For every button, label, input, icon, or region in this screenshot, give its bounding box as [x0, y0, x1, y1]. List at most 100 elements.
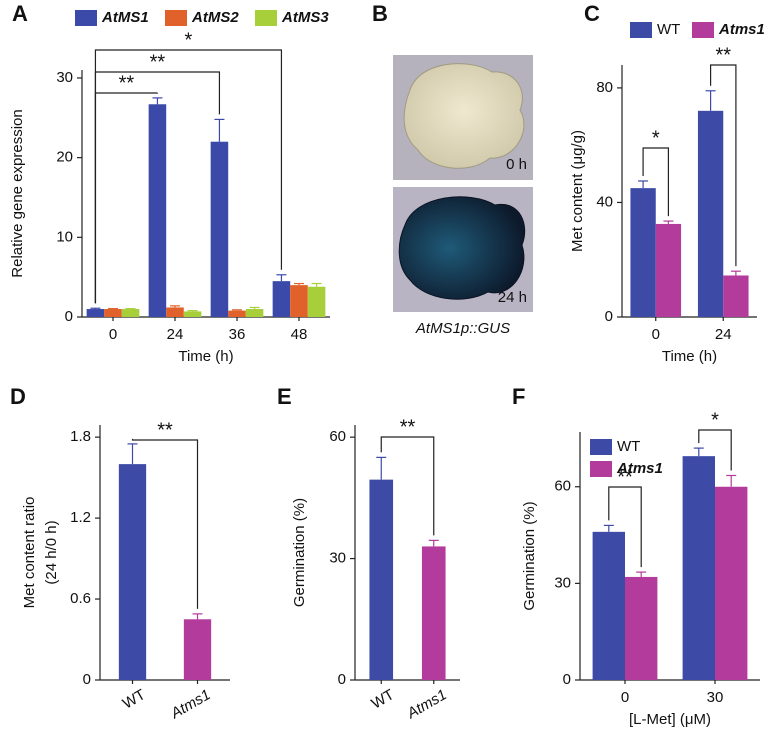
bar: [630, 188, 656, 317]
bar: [118, 464, 147, 680]
image-label: 24 h: [498, 289, 527, 306]
significance-label: *: [185, 29, 193, 51]
bar: [715, 486, 748, 680]
legend-swatch: [692, 22, 714, 38]
legend-label: AtMS3: [281, 9, 329, 26]
y-axis-title: Germination (%): [521, 501, 538, 610]
error-bar: [638, 180, 649, 189]
image-caption: AtMS1p::GUS: [415, 320, 510, 337]
legend-label: AtMS2: [191, 9, 239, 26]
bar: [723, 275, 749, 317]
image-label: 0 h: [506, 156, 527, 173]
error-bar: [276, 274, 287, 282]
y-tick-label: 30: [329, 550, 346, 567]
significance-bracket: [94, 92, 159, 304]
significance-label: **: [119, 72, 135, 94]
legend-swatch: [165, 10, 187, 26]
bar: [682, 456, 715, 680]
significance-label: *: [652, 127, 660, 149]
error-bar: [187, 310, 198, 312]
y-tick-label: 1.8: [70, 428, 91, 445]
x-axis-title: Time (h): [178, 348, 233, 365]
x-axis-title: [L-Met] (μM): [629, 711, 711, 728]
legend-swatch: [630, 22, 652, 38]
error-bar: [311, 282, 322, 287]
significance-bracket: [698, 429, 732, 471]
bar: [210, 141, 229, 317]
bar: [369, 479, 394, 680]
panel-label: A: [12, 1, 28, 26]
y-axis-title: Met content ratio: [21, 497, 38, 609]
legend-swatch: [255, 10, 277, 26]
embryo: [398, 196, 526, 300]
y-tick-label: 0: [563, 671, 571, 688]
significance-label: **: [150, 51, 166, 73]
x-tick-label: 0: [109, 326, 117, 343]
y-tick-label: 1.2: [70, 509, 91, 526]
y-tick-label: 0: [83, 671, 91, 688]
bar: [655, 223, 682, 317]
bar: [228, 310, 246, 317]
error-bar: [214, 118, 225, 142]
legend-swatch: [590, 461, 612, 477]
significance-label: **: [715, 44, 731, 66]
x-tick-label: Atms1: [167, 686, 213, 722]
error-bar: [192, 613, 203, 620]
panel-label: D: [10, 384, 26, 409]
bar: [121, 309, 140, 317]
bar: [421, 546, 446, 680]
embryo: [403, 63, 525, 169]
y-tick-label: 60: [329, 428, 346, 445]
bar: [245, 309, 264, 317]
bar: [592, 531, 625, 680]
significance-bracket: [94, 49, 283, 304]
legend-swatch: [590, 439, 612, 455]
bar: [148, 104, 167, 317]
legend-label: WT: [617, 438, 640, 455]
y-tick-label: 0: [338, 671, 346, 688]
y-tick-label: 20: [56, 149, 73, 166]
x-tick-label: 30: [707, 689, 724, 706]
bar: [625, 576, 658, 680]
significance-label: *: [711, 409, 719, 431]
error-bar: [170, 305, 180, 308]
y-tick-label: 10: [56, 228, 73, 245]
bar: [290, 285, 308, 317]
error-bar: [693, 447, 704, 457]
bar: [104, 309, 122, 317]
legend-label: Atms1: [718, 21, 765, 38]
y-tick-label: 0: [65, 308, 73, 325]
y-tick-label: 80: [596, 79, 613, 96]
bar: [86, 309, 105, 317]
error-bar: [249, 306, 260, 310]
significance-label: **: [617, 466, 633, 488]
error-bar: [705, 90, 716, 111]
significance-label: **: [400, 416, 416, 438]
x-tick-label: WT: [120, 686, 149, 712]
significance-label: **: [157, 419, 173, 441]
x-tick-label: 36: [229, 326, 246, 343]
legend-label: Atms1: [616, 460, 663, 477]
panel-label: C: [584, 1, 600, 26]
y-tick-label: 60: [554, 478, 571, 495]
y-tick-label: 40: [596, 193, 613, 210]
error-bar: [726, 474, 737, 487]
x-axis-title: Time (h): [662, 348, 717, 365]
significance-bracket: [608, 486, 642, 568]
x-tick-label: WT: [369, 686, 398, 712]
x-tick-label: 0: [652, 326, 660, 343]
error-bar: [603, 524, 614, 532]
bar: [697, 110, 724, 318]
error-bar: [232, 309, 242, 311]
significance-bracket: [131, 438, 199, 609]
bar: [183, 311, 202, 317]
bar: [166, 307, 184, 317]
error-bar: [636, 571, 647, 577]
error-bar: [428, 539, 439, 547]
panel-b-images: [393, 55, 533, 312]
panel-label: B: [372, 1, 388, 26]
error-bar: [376, 456, 387, 480]
bar: [272, 281, 291, 317]
legend-swatch: [75, 10, 97, 26]
